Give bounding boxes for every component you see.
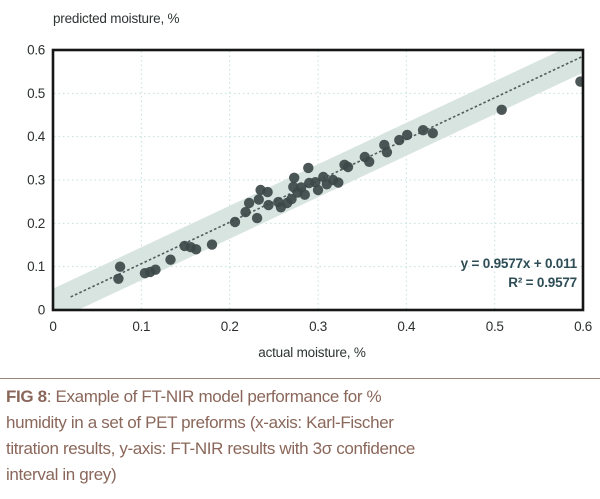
svg-text:0.3: 0.3 bbox=[309, 319, 327, 334]
caption-line-4: interval in grey) bbox=[6, 465, 117, 484]
svg-text:0.1: 0.1 bbox=[132, 319, 150, 334]
regression-equation: y = 0.9577x + 0.011 bbox=[461, 256, 578, 271]
scatter-chart: predicted moisture, % 0 0.1 0.2 0.3 0.4 0.5 0.… bbox=[27, 11, 592, 360]
svg-text:0.3: 0.3 bbox=[27, 173, 45, 188]
svg-text:0.6: 0.6 bbox=[27, 43, 45, 58]
figure-number: FIG 8 bbox=[6, 387, 47, 406]
r-squared-value: R² = 0.9577 bbox=[508, 275, 577, 290]
y-axis-tick-labels: 0 0.1 0.2 0.3 0.4 0.5 0.6 bbox=[27, 43, 46, 318]
svg-text:0.1: 0.1 bbox=[27, 259, 45, 274]
scatter-chart-svg: predicted moisture, % 0 0.1 0.2 0.3 0.4 0.5 0.… bbox=[27, 11, 592, 360]
trend-line bbox=[70, 55, 582, 298]
caption-divider bbox=[0, 378, 600, 379]
x-axis-title: actual moisture, % bbox=[258, 345, 366, 360]
caption-line-1: FIG 8: Example of FT-NIR model performan… bbox=[6, 384, 594, 410]
svg-text:0.4: 0.4 bbox=[27, 129, 46, 144]
svg-text:0.5: 0.5 bbox=[27, 86, 45, 101]
svg-text:0.4: 0.4 bbox=[397, 319, 416, 334]
svg-text:0.5: 0.5 bbox=[486, 319, 504, 334]
caption-line-3: titration results, y-axis: FT-NIR result… bbox=[6, 439, 415, 458]
svg-text:0: 0 bbox=[38, 303, 45, 318]
svg-text:0.2: 0.2 bbox=[221, 319, 239, 334]
svg-text:0: 0 bbox=[49, 319, 56, 334]
caption-line-2: humidity in a set of PET preforms (x-axi… bbox=[6, 413, 394, 432]
figure-caption: FIG 8: Example of FT-NIR model performan… bbox=[6, 384, 594, 488]
data-points bbox=[113, 76, 582, 284]
svg-text:0.2: 0.2 bbox=[27, 216, 45, 231]
svg-text:0.6: 0.6 bbox=[574, 319, 592, 334]
x-axis-tick-labels: 0 0.1 0.2 0.3 0.4 0.5 0.6 bbox=[49, 319, 592, 334]
caption-line-1-text: : Example of FT-NIR model performance fo… bbox=[46, 387, 382, 406]
y-axis-title: predicted moisture, % bbox=[53, 11, 180, 26]
plot-border bbox=[51, 48, 585, 312]
